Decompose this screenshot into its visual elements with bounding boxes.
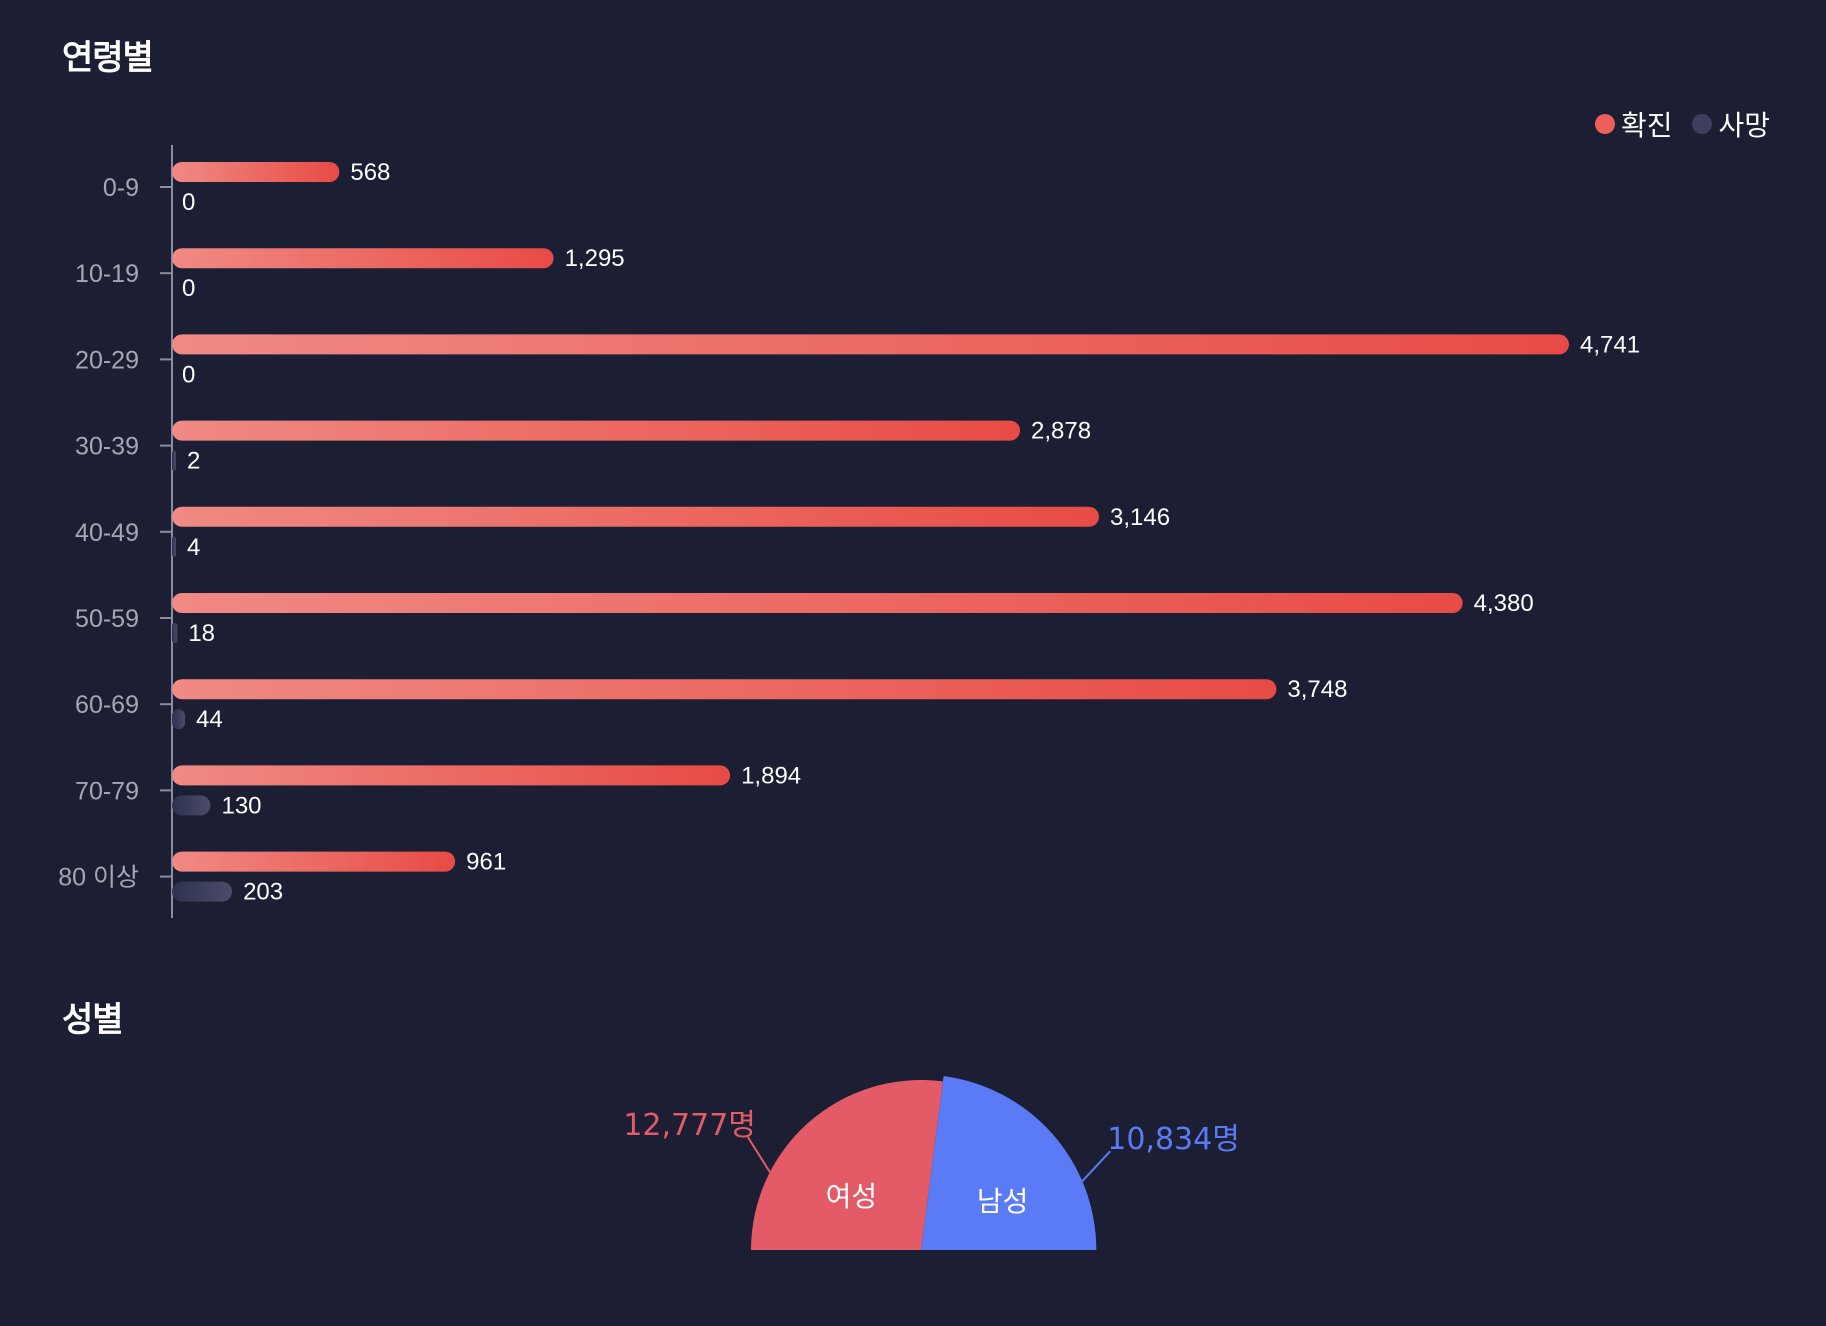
- pie-count-label: 10,834명: [1107, 1122, 1240, 1157]
- death-value-label: 4: [187, 534, 200, 561]
- y-tick-label: 50-59: [75, 605, 139, 633]
- pie-leader-line: [747, 1136, 771, 1173]
- death-bar: [172, 623, 178, 643]
- y-tick-label: 40-49: [75, 519, 139, 547]
- y-tick-label: 30-39: [75, 433, 139, 461]
- death-value-label: 0: [182, 361, 195, 388]
- y-tick-label: 70-79: [75, 777, 139, 805]
- legend-item-confirmed[interactable]: 확진: [1594, 104, 1673, 144]
- y-tick-label: 20-29: [75, 346, 139, 374]
- confirmed-value-label: 961: [466, 849, 506, 876]
- death-bar: [172, 795, 211, 816]
- y-axis: 0-9 10-19 20-29 30-39 40-49 50-59 60-69 70-79 80…: [58, 145, 173, 918]
- confirmed-bar: [172, 593, 1463, 613]
- death-value-label: 0: [182, 275, 195, 302]
- confirmed-bar: [172, 506, 1100, 527]
- pie-count-label: 12,777명: [623, 1108, 756, 1143]
- confirmed-value-label: 2,878: [1031, 418, 1091, 445]
- confirmed-value-label: 568: [350, 159, 390, 186]
- confirmed-value-label: 4,741: [1580, 331, 1640, 358]
- confirmed-bar: [172, 679, 1277, 700]
- gender-section-title: 성별: [62, 1000, 124, 1040]
- death-value-label: 2: [187, 448, 200, 475]
- legend-confirmed-label: 확진: [1620, 109, 1673, 142]
- pie-slice-female: [751, 1080, 943, 1250]
- legend-item-death[interactable]: 사망: [1692, 104, 1770, 144]
- pie-slice-name-label: 여성: [826, 1180, 878, 1213]
- confirmed-bar: [172, 851, 456, 872]
- pie-leader-line: [1081, 1150, 1111, 1182]
- y-tick-label: 10-19: [75, 260, 139, 288]
- confirmed-bar: [172, 248, 554, 269]
- confirmed-bar: [172, 765, 731, 786]
- pie-slice-name-label: 남성: [977, 1185, 1029, 1218]
- chart-legend: 확진 사망: [1594, 104, 1770, 144]
- confirmed-value-label: 4,380: [1474, 590, 1534, 617]
- age-section-title: 연령별: [62, 38, 154, 78]
- legend-confirmed-swatch: [1594, 114, 1615, 134]
- death-bar: [172, 536, 176, 557]
- confirmed-bar: [172, 420, 1021, 441]
- death-value-label: 0: [182, 189, 195, 216]
- death-value-label: 130: [221, 792, 261, 819]
- confirmed-bar: [172, 334, 1569, 355]
- confirmed-value-label: 1,295: [565, 245, 625, 272]
- y-tick-label: 80 이상: [58, 864, 139, 892]
- death-value-label: 203: [243, 879, 283, 906]
- confirmed-value-label: 3,748: [1287, 676, 1347, 703]
- bars-layer: 568 0 1,295 0 4,741 0 2,878 2 3,146 4 4,380 18 3,748…: [172, 159, 1640, 906]
- y-tick-label: 60-69: [75, 691, 139, 719]
- death-bar: [172, 881, 233, 902]
- confirmed-value-label: 3,146: [1110, 504, 1170, 531]
- confirmed-bar: [172, 162, 340, 182]
- death-value-label: 44: [196, 706, 223, 733]
- death-value-label: 18: [188, 620, 215, 647]
- death-bar: [172, 709, 186, 730]
- y-tick-label: 0-9: [103, 174, 139, 202]
- age-bar-chart: 0-9 10-19 20-29 30-39 40-49 50-59 60-69 70-79 80…: [58, 145, 1640, 918]
- legend-death-label: 사망: [1718, 109, 1770, 142]
- death-bar: [172, 450, 176, 471]
- confirmed-value-label: 1,894: [741, 762, 801, 789]
- legend-death-swatch: [1692, 114, 1713, 134]
- pie-slice-male: [921, 1076, 1097, 1250]
